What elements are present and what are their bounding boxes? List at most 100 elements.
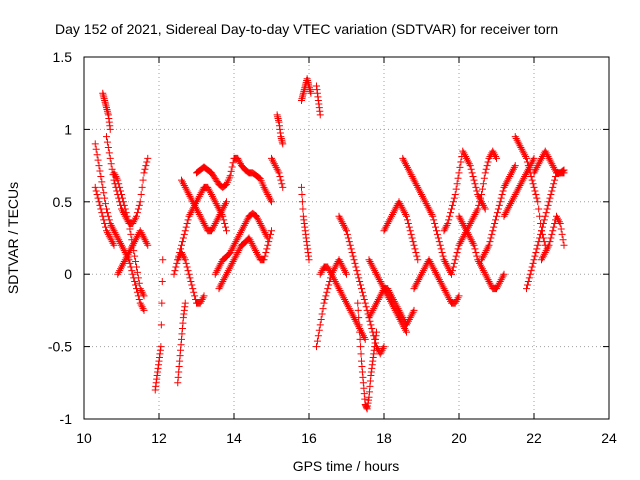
data-point [478, 265, 486, 273]
data-point [264, 241, 272, 249]
data-point [226, 172, 234, 180]
data-point [262, 187, 270, 195]
data-point [220, 276, 228, 284]
data-point [129, 270, 137, 278]
data-point [498, 274, 506, 282]
data-point [540, 216, 548, 224]
data-point [210, 196, 218, 204]
data-point [116, 238, 124, 246]
data-point [260, 256, 268, 264]
data-point [508, 167, 516, 175]
data-point [93, 151, 101, 159]
data-point [538, 256, 545, 264]
plot-frame [83, 56, 610, 420]
data-point [425, 205, 433, 213]
data-point [433, 227, 440, 235]
data-point [451, 299, 459, 307]
data-point [134, 274, 142, 282]
data-point [332, 279, 340, 287]
data-point [473, 252, 481, 260]
data-point [365, 256, 373, 264]
data-point [415, 185, 423, 193]
data-marks [91, 75, 568, 413]
data-point [459, 234, 467, 242]
data-point [119, 259, 127, 267]
data-point [269, 158, 277, 166]
data-point [539, 220, 547, 228]
data-point [202, 223, 210, 231]
data-point [142, 238, 150, 246]
data-point [465, 232, 473, 240]
data-point [99, 212, 107, 220]
data-point [410, 285, 418, 293]
data-point [324, 285, 332, 293]
data-point [113, 232, 121, 240]
data-point [239, 223, 247, 231]
data-point [274, 167, 282, 175]
data-point [523, 285, 530, 293]
data-point [109, 239, 117, 247]
data-point [365, 314, 373, 322]
data-point [522, 153, 530, 161]
data-point [535, 238, 543, 246]
data-point [478, 254, 486, 262]
data-point [429, 212, 437, 220]
data-point [343, 270, 350, 278]
data-point [234, 248, 242, 256]
data-point [359, 292, 367, 300]
data-point [434, 274, 442, 282]
data-point [455, 212, 463, 220]
data-point [479, 252, 487, 260]
data-point [347, 245, 355, 253]
data-point [318, 310, 326, 318]
data-point [549, 227, 557, 235]
data-point [469, 172, 477, 180]
data-point [196, 299, 204, 307]
data-point [263, 245, 271, 253]
data-point [357, 343, 365, 351]
data-point [550, 163, 558, 171]
data-point [223, 227, 230, 235]
data-point [95, 198, 103, 206]
data-point [481, 205, 489, 213]
data-point [129, 241, 137, 249]
data-point [319, 305, 327, 313]
data-point [550, 223, 558, 231]
data-point [457, 158, 465, 166]
data-point [398, 319, 406, 327]
x-tick-label: 14 [226, 430, 242, 446]
data-point [442, 259, 450, 267]
data-point [508, 196, 516, 204]
data-point [473, 187, 481, 195]
data-point [325, 281, 333, 289]
data-point [330, 276, 338, 284]
data-point [380, 343, 388, 351]
data-point [313, 337, 321, 345]
data-point [440, 227, 448, 235]
x-axis-label: GPS time / hours [293, 458, 400, 474]
data-point [198, 216, 206, 224]
y-tick-label: 1 [64, 121, 72, 137]
data-point [529, 156, 537, 164]
data-point [246, 236, 254, 244]
data-point [506, 201, 514, 209]
data-point [189, 285, 197, 293]
data-point [134, 205, 142, 213]
data-point [529, 259, 537, 267]
data-point [115, 180, 123, 188]
data-point [253, 212, 260, 220]
data-point [104, 144, 112, 151]
data-point [511, 162, 519, 170]
data-point [260, 227, 268, 235]
data-point [380, 285, 388, 293]
data-point [178, 178, 186, 186]
data-point [439, 252, 447, 260]
data-point [439, 283, 447, 291]
data-point [505, 203, 513, 211]
data-point [313, 343, 320, 351]
data-point [512, 189, 520, 197]
data-point [355, 314, 363, 322]
data-point [409, 174, 417, 182]
data-point [491, 151, 499, 159]
data-point [208, 191, 215, 199]
